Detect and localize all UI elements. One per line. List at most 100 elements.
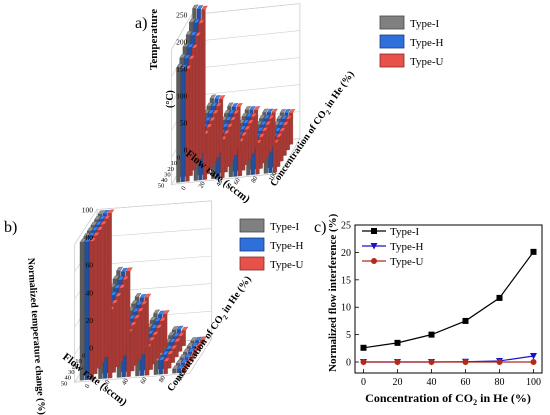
bar-top-face [112,275,120,280]
bar-top-face [244,125,251,130]
panel-b-ylabel: Normalized temperature change (%) [25,257,47,415]
legend-label-type-i: Type-I [410,18,439,30]
flow-tick-label: 0 [177,155,180,162]
bar-top-face [153,309,161,314]
bar-top-face [172,365,180,370]
bar-top-face [196,341,204,347]
legend-marker-type-h [370,243,378,250]
bar-top-face [223,129,230,135]
bar-type-u [103,215,111,358]
bar-top-face [271,108,278,114]
z-gridline [191,3,300,16]
z-tick-label: 20 [86,316,94,325]
bar-top-face [90,221,98,226]
bar-top-face [83,232,91,237]
flow-tick-label: 50 [61,380,68,387]
bar-top-face [177,332,185,337]
bar-side-face [93,235,98,375]
conc-tick-label: 80 [250,175,259,184]
panel-b-label: b) [4,219,17,236]
bar-top-face [184,54,191,59]
bar-top-face [189,18,196,23]
z-tick-label: 150 [176,65,188,74]
panel-a-bars [176,4,296,184]
legend-label-type-h: Type-H [390,241,423,253]
bar-top-face [158,310,165,315]
bar-top-face [250,112,258,118]
bar-side-face [118,287,124,362]
bar-top-face [89,237,97,242]
legend-label-type-u: Type-U [410,56,443,68]
bar-type-u [181,364,189,374]
conc-tick-label: 100 [268,171,279,183]
bar-type-u [137,307,145,361]
legend-swatch-type-h [379,34,405,49]
bar-top-face [186,342,194,347]
z-tick-label: 0 [184,146,188,155]
bar-top-face [224,109,231,114]
bar-top-face [288,109,296,114]
bar-top-face [96,226,104,231]
bar-top-face [209,116,216,122]
bar-top-face [187,347,195,353]
z-tick-label: 50 [180,119,188,128]
bar-top-face [91,226,99,231]
bar-top-face [207,109,215,114]
z-tick-label: 250 [176,11,188,20]
panel-a-ylabel-unit: (°C) [165,90,176,108]
bar-side-face [273,142,278,173]
bar-top-face [263,114,270,120]
bar-type-h [84,237,92,381]
bar-top-face [188,55,195,60]
bar-type-u [122,275,130,357]
panel-c-series [360,248,537,366]
flow-tick-label: 40 [161,177,168,184]
conc-tick-label: 60 [233,177,242,186]
bar-top-face [249,106,256,111]
bar-side-face [145,347,150,376]
bar-top-face [107,209,115,214]
bar-top-face [190,337,198,342]
bar-top-face [149,316,157,321]
bar-top-face [139,294,147,299]
legend-marker-type-u [371,258,377,264]
bar-top-face [228,109,235,115]
z-gridline [74,209,98,245]
bar-type-u [155,324,163,360]
panel-a-legend: Type-I Type-H Type-U [379,15,443,68]
bar-top-face [116,266,124,272]
legend-label-type-u: Type-U [390,256,423,268]
bar-top-face [137,307,145,312]
flow-tick-label: 0 [82,352,85,359]
bar-top-face [171,326,179,331]
bar-side-face [103,218,109,358]
z-tick-label: 60 [86,261,94,270]
data-point-type-i [496,294,503,301]
bar-type-u [144,293,152,350]
z-tick-label: 80 [86,233,94,242]
panel-b-bars [79,209,207,381]
bar-top-face [181,326,189,331]
bar-top-face [169,338,177,343]
bar-top-face [166,350,174,355]
bar-top-face [239,125,247,130]
bar-top-face [79,238,87,243]
flow-tick-label: 50 [158,183,165,190]
bar-top-face [158,356,166,361]
bar-top-face [214,95,221,100]
legend-swatch-type-i [239,218,265,233]
bar-top-face [227,102,234,107]
bar-top-face [218,95,226,100]
bar-top-face [192,4,199,9]
bar-top-face [179,353,187,359]
bar-type-u [189,353,196,362]
bar-top-face [204,116,212,122]
bar-top-face [129,321,137,326]
z-tick-label: 40 [86,288,94,297]
bar-type-i [79,238,87,381]
bar-top-face [231,103,239,108]
bar-type-u [100,220,108,364]
panel-c-axes: 0 20 40 60 80 100 0 5 10 15 20 25 [341,221,541,389]
bar-top-face [183,348,190,353]
